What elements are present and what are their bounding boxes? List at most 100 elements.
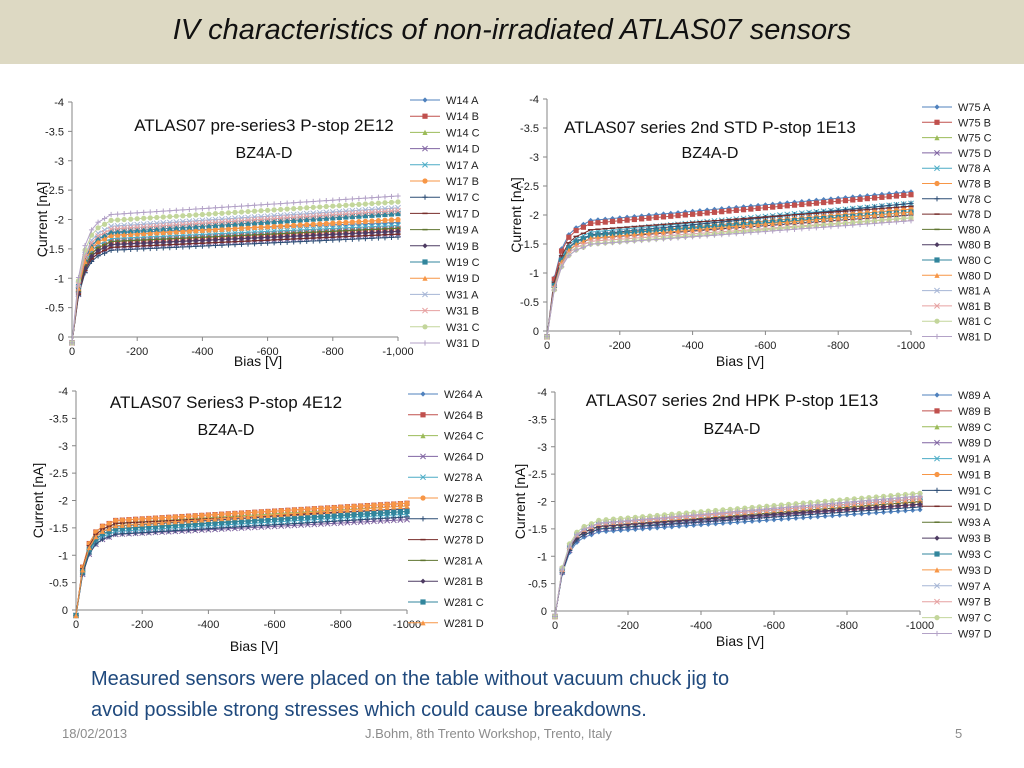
data-point <box>232 515 238 521</box>
data-point <box>683 510 689 516</box>
data-point <box>835 195 841 201</box>
data-point <box>134 227 140 234</box>
data-point <box>349 210 356 217</box>
data-point <box>323 212 330 219</box>
data-point <box>879 217 885 223</box>
data-point <box>310 216 316 222</box>
legend-label: W31 D <box>446 338 480 350</box>
legend-label: W81 B <box>958 301 991 313</box>
data-point <box>193 206 199 212</box>
data-point <box>277 227 284 234</box>
data-point <box>698 511 704 518</box>
data-point <box>336 211 343 218</box>
data-point <box>857 213 863 219</box>
data-point <box>815 508 821 514</box>
data-point <box>258 234 264 241</box>
data-point <box>908 215 914 221</box>
legend-label: W93 C <box>958 549 992 561</box>
data-point <box>108 226 115 233</box>
legend-entry: W19 B <box>410 241 479 253</box>
data-point <box>271 219 277 225</box>
data-point <box>115 247 121 253</box>
data-point <box>566 234 572 240</box>
data-point <box>258 219 264 226</box>
data-point <box>206 227 212 233</box>
data-point <box>850 197 856 203</box>
data-point <box>152 523 159 529</box>
data-point <box>303 226 310 233</box>
data-point <box>297 214 304 220</box>
data-point <box>180 224 186 231</box>
legend-marker <box>934 165 940 172</box>
y-tick-label: -1 <box>537 551 547 563</box>
data-point <box>199 237 205 243</box>
data-point <box>829 498 835 504</box>
data-point <box>186 238 192 244</box>
data-point <box>69 340 75 346</box>
data-point <box>317 238 323 244</box>
data-point <box>179 513 185 520</box>
data-point <box>886 214 892 220</box>
data-point <box>264 228 271 235</box>
series-line <box>71 236 399 343</box>
data-point <box>558 248 565 254</box>
data-point <box>212 520 218 526</box>
data-point <box>369 212 375 218</box>
data-point <box>139 516 145 522</box>
x-tick-label: -200 <box>609 340 631 352</box>
data-point <box>351 503 357 509</box>
data-point <box>119 531 125 537</box>
data-point <box>219 236 225 242</box>
data-point <box>219 242 225 248</box>
data-point <box>245 217 251 224</box>
data-point <box>102 236 108 242</box>
data-point <box>291 233 297 239</box>
data-point <box>323 225 330 232</box>
legend-marker <box>422 194 428 200</box>
data-point <box>147 240 153 246</box>
data-point <box>272 522 278 528</box>
data-point <box>879 211 885 218</box>
data-point <box>304 238 310 244</box>
data-point <box>119 522 125 528</box>
data-point <box>682 227 688 234</box>
legend-label: W89 B <box>958 406 991 418</box>
data-point <box>172 514 178 520</box>
data-point <box>99 528 106 534</box>
legend-entry: W281 A <box>408 555 483 567</box>
data-point <box>115 217 121 223</box>
data-point <box>682 212 688 218</box>
x-tick-label: 0 <box>544 340 550 352</box>
data-point <box>344 517 351 524</box>
data-point <box>842 197 849 204</box>
legend-label: W278 B <box>444 493 483 505</box>
data-point <box>330 220 336 226</box>
x-tick-label: -400 <box>690 620 712 632</box>
data-point <box>748 229 754 236</box>
legend-entry: W78 B <box>922 179 991 191</box>
legend-marker <box>934 104 940 110</box>
data-point <box>338 504 344 510</box>
data-point <box>910 507 916 513</box>
data-point <box>225 204 232 210</box>
data-point <box>675 212 681 219</box>
data-point <box>786 501 792 507</box>
data-point <box>180 244 186 250</box>
data-point <box>186 228 192 234</box>
data-point <box>727 509 733 515</box>
data-point <box>573 227 579 234</box>
data-point <box>265 240 271 246</box>
data-point <box>908 209 914 215</box>
legend-marker <box>934 119 940 125</box>
data-point <box>318 519 324 525</box>
data-point <box>245 514 251 520</box>
data-point <box>212 219 219 226</box>
data-point <box>113 523 119 529</box>
data-point <box>141 209 147 215</box>
legend-marker <box>420 474 426 481</box>
data-point <box>395 193 401 199</box>
data-point <box>362 201 368 207</box>
data-point <box>317 198 323 204</box>
legend-entry: W93 B <box>922 533 991 545</box>
data-point <box>232 209 238 215</box>
